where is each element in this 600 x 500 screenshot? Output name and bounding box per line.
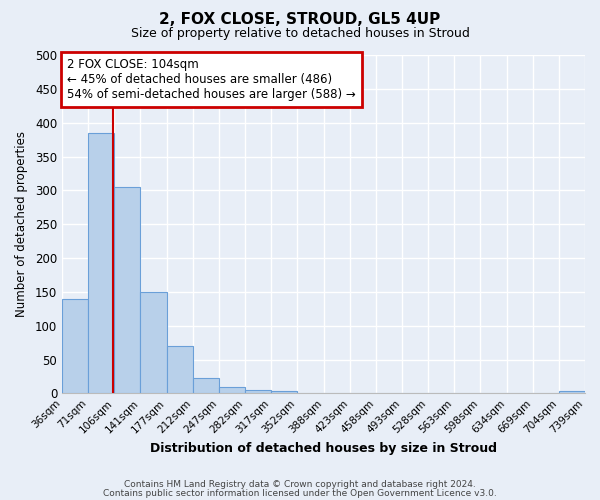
X-axis label: Distribution of detached houses by size in Stroud: Distribution of detached houses by size … (150, 442, 497, 455)
Y-axis label: Number of detached properties: Number of detached properties (15, 131, 28, 317)
Bar (140, 292, 167, 394)
Bar (114, 187, 140, 394)
Text: Contains public sector information licensed under the Open Government Licence v3: Contains public sector information licen… (103, 488, 497, 498)
Text: Size of property relative to detached houses in Stroud: Size of property relative to detached ho… (131, 28, 469, 40)
Text: 2, FOX CLOSE, STROUD, GL5 4UP: 2, FOX CLOSE, STROUD, GL5 4UP (160, 12, 440, 28)
Text: 2 FOX CLOSE: 104sqm
← 45% of detached houses are smaller (486)
54% of semi-detac: 2 FOX CLOSE: 104sqm ← 45% of detached ho… (67, 58, 356, 102)
Bar (62, 298, 88, 394)
Text: Contains HM Land Registry data © Crown copyright and database right 2024.: Contains HM Land Registry data © Crown c… (124, 480, 476, 489)
Bar (559, 392, 585, 394)
Bar (193, 378, 219, 394)
Bar (271, 392, 297, 394)
Bar (245, 390, 271, 394)
Bar (219, 387, 245, 394)
Bar (167, 346, 193, 394)
Bar (88, 133, 114, 394)
